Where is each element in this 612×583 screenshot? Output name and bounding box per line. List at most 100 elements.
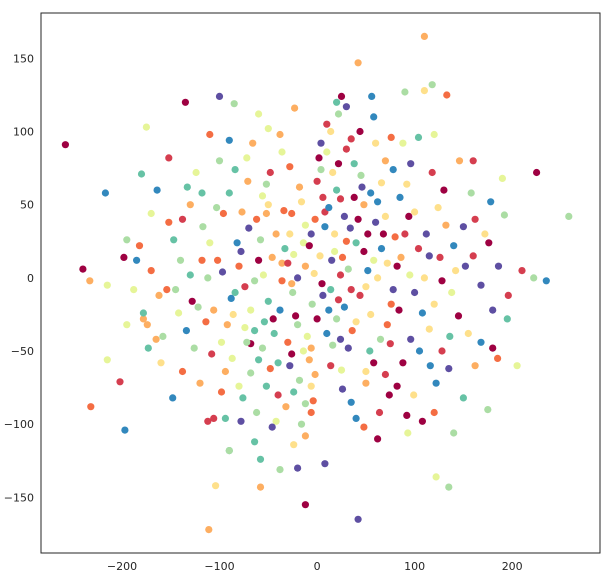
- scatter-point: [389, 166, 397, 174]
- scatter-point: [317, 166, 325, 174]
- scatter-point: [370, 113, 378, 121]
- y-tick-label: −150: [4, 491, 34, 504]
- scatter-point: [169, 394, 177, 402]
- scatter-point: [286, 163, 294, 171]
- scatter-point: [143, 321, 151, 329]
- scatter-point: [344, 265, 352, 273]
- scatter-point: [208, 350, 216, 358]
- scatter-point: [272, 417, 280, 425]
- scatter-point: [182, 327, 190, 335]
- scatter-point: [289, 288, 297, 297]
- scatter-point: [294, 464, 302, 472]
- scatter-point: [467, 189, 475, 197]
- scatter-point: [498, 174, 506, 182]
- scatter-point: [485, 239, 493, 247]
- scatter-point: [212, 482, 220, 490]
- scatter-point: [440, 186, 448, 194]
- scatter-point: [147, 267, 155, 275]
- scatter-point: [362, 283, 370, 291]
- scatter-point: [139, 315, 147, 323]
- scatter-point: [186, 271, 194, 279]
- scatter-point: [121, 426, 129, 434]
- scatter-point: [360, 423, 368, 431]
- scatter-point: [237, 417, 245, 425]
- scatter-point: [307, 344, 315, 352]
- scatter-point: [286, 230, 294, 238]
- scatter-point: [489, 306, 497, 314]
- scatter-point: [454, 312, 463, 320]
- y-tick-label: 0: [27, 272, 34, 285]
- scatter-point: [334, 296, 343, 304]
- scatter-point: [428, 81, 436, 89]
- x-tick-label: 0: [314, 560, 321, 573]
- scatter-point: [266, 365, 274, 373]
- scatter-point: [336, 335, 345, 343]
- scatter-point: [385, 391, 393, 399]
- scatter-point: [256, 455, 265, 463]
- scatter-point: [461, 262, 469, 270]
- scatter-point: [327, 362, 335, 370]
- scatter-point: [352, 239, 360, 247]
- scatter-point: [247, 369, 255, 377]
- scatter-point: [396, 193, 404, 201]
- scatter-point: [295, 183, 304, 191]
- scatter-point: [325, 204, 333, 212]
- scatter-point: [565, 212, 573, 220]
- scatter-point: [542, 277, 550, 285]
- scatter-point: [295, 376, 304, 384]
- scatter-point: [318, 280, 326, 288]
- scatter-point: [503, 315, 511, 323]
- scatter-point: [249, 139, 257, 147]
- x-tick-label: 100: [404, 560, 425, 573]
- scatter-point: [264, 201, 272, 209]
- scatter-point: [178, 215, 187, 223]
- scatter-point: [225, 189, 233, 197]
- scatter-point: [405, 212, 413, 220]
- scatter-point: [348, 327, 356, 335]
- scatter-point: [229, 310, 237, 319]
- scatter-point: [221, 367, 229, 376]
- scatter-point: [133, 256, 141, 264]
- scatter-point: [305, 356, 313, 364]
- scatter-point: [471, 362, 479, 370]
- scatter-point: [286, 362, 294, 370]
- scatter-point: [333, 186, 341, 194]
- scatter-point: [155, 291, 163, 299]
- scatter-point: [139, 309, 147, 317]
- scatter-point: [377, 245, 386, 253]
- scatter-point: [204, 274, 212, 282]
- scatter-point: [354, 215, 362, 223]
- scatter-point: [420, 32, 428, 41]
- scatter-point: [376, 335, 385, 343]
- scatter-point: [340, 212, 348, 220]
- scatter-point: [399, 139, 407, 147]
- scatter-point: [253, 408, 261, 417]
- scatter-point: [256, 236, 265, 244]
- scatter-point: [235, 382, 243, 390]
- scatter-point: [294, 321, 302, 329]
- scatter-point: [266, 168, 274, 177]
- scatter-point: [442, 221, 450, 229]
- scatter-point: [430, 300, 438, 308]
- scatter-point: [282, 403, 290, 411]
- scatter-point: [518, 267, 526, 275]
- scatter-point: [260, 318, 268, 326]
- scatter-point: [299, 347, 307, 355]
- scatter-point: [116, 378, 124, 386]
- scatter-point: [223, 321, 231, 329]
- scatter-point: [414, 245, 423, 253]
- scatter-point: [301, 501, 309, 509]
- scatter-point: [294, 274, 302, 282]
- scatter-point: [253, 215, 261, 223]
- x-tick-label: 200: [502, 560, 523, 573]
- y-axis: −150 −100 −50 0 50 100 150: [4, 52, 34, 504]
- scatter-point: [278, 148, 286, 156]
- scatter-point: [245, 224, 253, 232]
- scatter-point: [194, 303, 202, 311]
- scatter-point: [347, 286, 355, 294]
- scatter-point: [334, 110, 343, 118]
- scatter-point: [199, 223, 207, 231]
- scatter-point: [301, 262, 309, 270]
- scatter-point: [477, 281, 485, 289]
- scatter-point: [123, 236, 131, 244]
